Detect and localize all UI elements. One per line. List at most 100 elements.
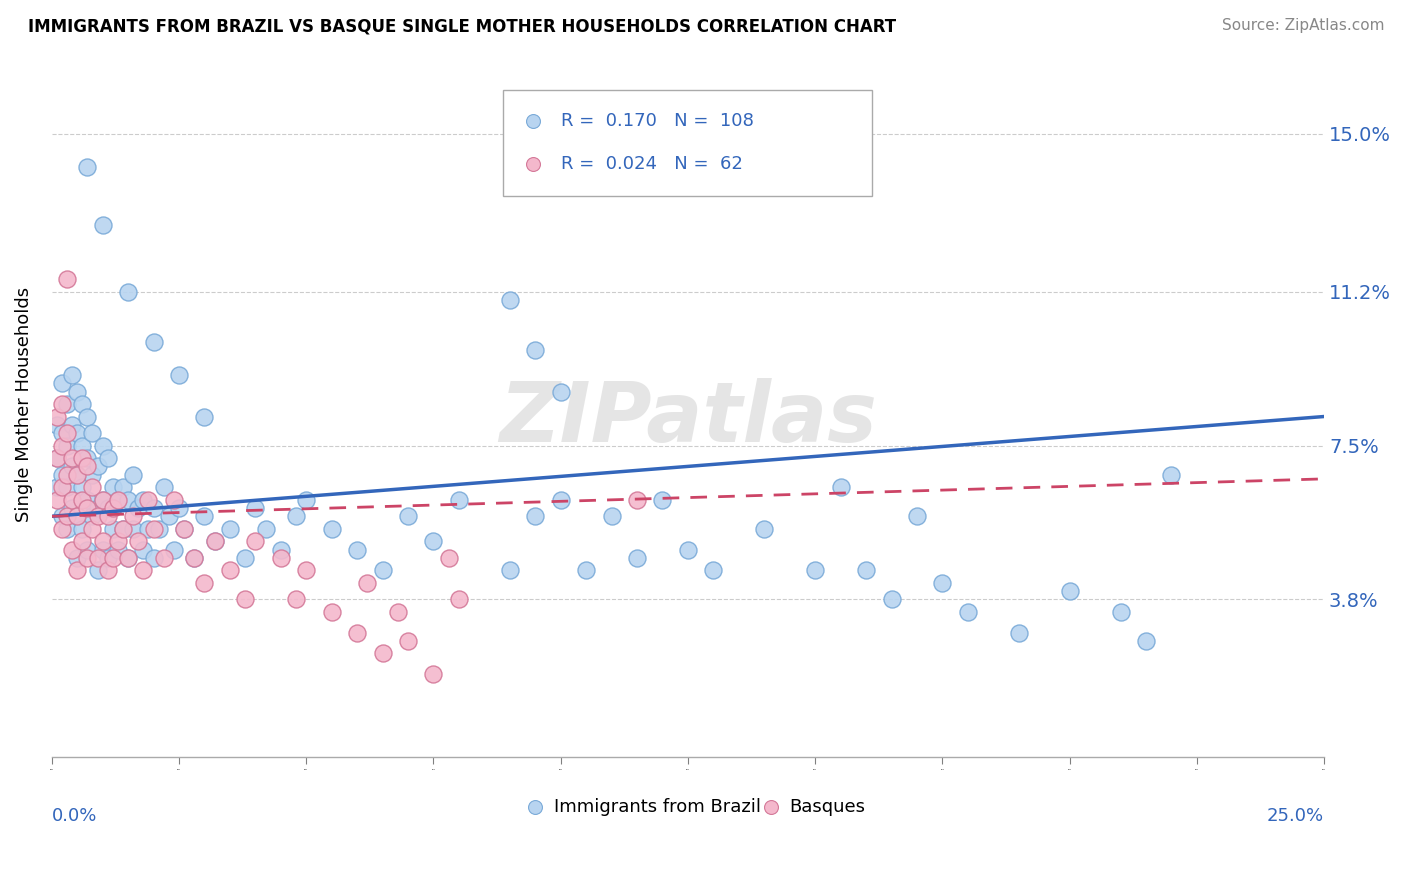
- Point: [396, 509, 419, 524]
- Point: [754, 522, 776, 536]
- Point: [626, 492, 648, 507]
- Point: [163, 542, 186, 557]
- Point: [437, 550, 460, 565]
- Point: [72, 451, 94, 466]
- Point: [193, 509, 215, 524]
- Point: [60, 451, 83, 466]
- Point: [66, 467, 89, 482]
- Point: [45, 417, 67, 432]
- Text: 25.0%: 25.0%: [1267, 807, 1324, 825]
- Point: [56, 467, 79, 482]
- Point: [111, 522, 134, 536]
- Point: [422, 667, 444, 681]
- Point: [550, 492, 572, 507]
- Point: [66, 550, 89, 565]
- Point: [447, 492, 470, 507]
- Point: [132, 542, 155, 557]
- Point: [51, 480, 73, 494]
- Point: [880, 592, 903, 607]
- Point: [45, 451, 67, 466]
- Point: [76, 459, 98, 474]
- Point: [76, 160, 98, 174]
- Point: [60, 368, 83, 382]
- Point: [148, 522, 170, 536]
- Point: [82, 480, 104, 494]
- FancyBboxPatch shape: [503, 89, 873, 195]
- Point: [270, 542, 292, 557]
- Point: [97, 563, 120, 577]
- Point: [142, 522, 165, 536]
- Point: [45, 409, 67, 424]
- Point: [76, 451, 98, 466]
- Point: [142, 550, 165, 565]
- Point: [1109, 605, 1132, 619]
- Point: [86, 509, 108, 524]
- Point: [66, 426, 89, 441]
- Point: [91, 492, 114, 507]
- Point: [76, 500, 98, 515]
- Point: [56, 397, 79, 411]
- Point: [66, 509, 89, 524]
- Y-axis label: Single Mother Households: Single Mother Households: [15, 286, 32, 522]
- Text: IMMIGRANTS FROM BRAZIL VS BASQUE SINGLE MOTHER HOUSEHOLDS CORRELATION CHART: IMMIGRANTS FROM BRAZIL VS BASQUE SINGLE …: [28, 18, 896, 36]
- Point: [142, 334, 165, 349]
- Point: [931, 575, 953, 590]
- Point: [499, 563, 522, 577]
- Point: [86, 459, 108, 474]
- Point: [127, 534, 149, 549]
- Point: [117, 550, 139, 565]
- Point: [72, 522, 94, 536]
- Point: [295, 563, 318, 577]
- Point: [51, 467, 73, 482]
- Point: [524, 509, 547, 524]
- Point: [1135, 634, 1157, 648]
- Point: [356, 575, 378, 590]
- Point: [82, 509, 104, 524]
- Point: [56, 426, 79, 441]
- Point: [101, 550, 124, 565]
- Point: [51, 522, 73, 536]
- Point: [905, 509, 928, 524]
- Point: [86, 563, 108, 577]
- Point: [651, 492, 673, 507]
- Text: R =  0.024   N =  62: R = 0.024 N = 62: [561, 154, 742, 173]
- Point: [167, 500, 190, 515]
- Point: [72, 492, 94, 507]
- Point: [346, 625, 368, 640]
- Point: [72, 439, 94, 453]
- Point: [66, 384, 89, 399]
- Point: [56, 480, 79, 494]
- Text: Basques: Basques: [790, 797, 866, 816]
- Point: [295, 492, 318, 507]
- Point: [157, 509, 180, 524]
- Point: [152, 550, 174, 565]
- Point: [66, 467, 89, 482]
- Point: [550, 384, 572, 399]
- Point: [76, 542, 98, 557]
- Point: [101, 480, 124, 494]
- Point: [132, 563, 155, 577]
- Point: [101, 500, 124, 515]
- Point: [82, 522, 104, 536]
- Point: [45, 480, 67, 494]
- Point: [56, 439, 79, 453]
- Point: [173, 522, 195, 536]
- Point: [72, 480, 94, 494]
- Point: [91, 542, 114, 557]
- Point: [422, 534, 444, 549]
- Point: [111, 522, 134, 536]
- Point: [321, 605, 343, 619]
- Point: [1160, 467, 1182, 482]
- Point: [1008, 625, 1031, 640]
- Text: Immigrants from Brazil: Immigrants from Brazil: [554, 797, 761, 816]
- Point: [183, 550, 205, 565]
- Point: [626, 550, 648, 565]
- Point: [45, 492, 67, 507]
- Point: [245, 534, 267, 549]
- Point: [183, 550, 205, 565]
- Point: [60, 459, 83, 474]
- Point: [138, 492, 160, 507]
- Point: [270, 550, 292, 565]
- Point: [101, 522, 124, 536]
- Point: [72, 534, 94, 549]
